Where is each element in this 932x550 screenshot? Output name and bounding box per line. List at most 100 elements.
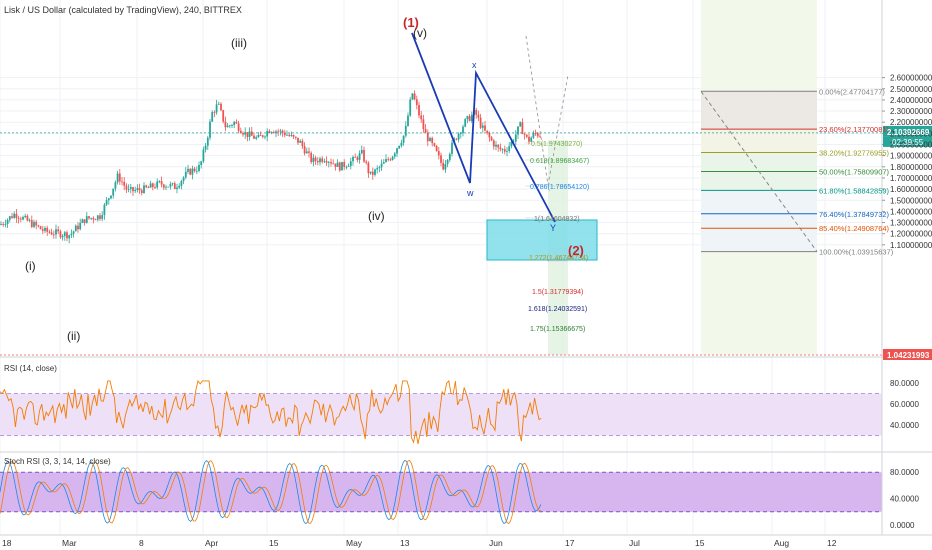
time-tick-label: 17	[565, 538, 575, 548]
candle-body	[176, 187, 178, 189]
candle-body	[48, 231, 51, 233]
rsi-label: RSI (14, close)	[4, 364, 57, 373]
candle-body	[367, 162, 370, 174]
rsi-line	[0, 379, 542, 444]
candle-body	[0, 224, 2, 225]
candle-body	[332, 163, 335, 165]
wave-label-w: w	[466, 188, 474, 198]
candle-body	[156, 181, 159, 188]
candle-body	[277, 131, 280, 133]
wave-label-x: x	[472, 60, 477, 70]
candle-body	[85, 216, 88, 223]
candle-body	[413, 93, 416, 100]
candle-body	[264, 136, 266, 138]
fib-level-label: 50.00%(1.75809907)	[819, 167, 890, 176]
fib-extension-label: 0.786(1.78654120)	[530, 184, 589, 191]
time-tick-label: Jul	[629, 538, 640, 548]
candle-body	[290, 134, 293, 136]
time-tick-label: 8	[139, 538, 144, 548]
candle-body	[165, 186, 167, 188]
candle-body	[217, 103, 220, 105]
candle-body	[33, 221, 35, 227]
candle-body	[22, 217, 24, 220]
candle-body	[308, 151, 310, 153]
candle-body	[30, 220, 33, 227]
price-tick-label: 1.70000000	[890, 174, 932, 183]
low-price-value: 1.04231993	[887, 351, 930, 360]
candle-body	[248, 131, 251, 137]
candle-body	[103, 204, 106, 216]
candle-body	[301, 140, 304, 147]
candle-body	[116, 173, 119, 183]
candle-body	[365, 161, 368, 163]
candle-body	[281, 130, 284, 133]
stoch-tick-label: 80.0000	[890, 468, 919, 477]
candle-body	[204, 145, 207, 150]
candle-body	[35, 221, 38, 226]
candle-body	[422, 119, 425, 130]
candle-body	[83, 219, 86, 223]
candle-body	[490, 137, 493, 141]
candle-body	[446, 159, 449, 165]
candle-body	[94, 219, 97, 221]
price-tick-label: 1.60000000	[890, 185, 932, 194]
candle-body	[466, 116, 469, 120]
candle-body	[189, 168, 192, 175]
candle-body	[486, 130, 489, 134]
candle-body	[411, 93, 414, 100]
candle-body	[239, 130, 242, 133]
candle-body	[455, 138, 458, 140]
candle-body	[52, 234, 55, 236]
candle-body	[297, 137, 299, 143]
candle-body	[105, 200, 108, 205]
candle-body	[41, 229, 44, 231]
price-tick-label: 2.40000000	[890, 96, 932, 105]
candle-body	[347, 165, 350, 167]
candle-body	[501, 149, 504, 150]
candle-body	[358, 153, 361, 160]
candle-body	[24, 215, 27, 218]
price-tick-label: 2.10000000	[890, 129, 932, 138]
candle-body	[279, 130, 282, 132]
candle-body	[184, 171, 187, 178]
candle-body	[90, 217, 93, 219]
stoch-label: Stoch RSI (3, 3, 14, 14, close)	[4, 457, 111, 466]
candle-body	[369, 171, 372, 174]
candle-body	[316, 160, 319, 163]
candle-body	[400, 142, 403, 146]
fib-band	[701, 91, 817, 130]
candle-body	[121, 181, 123, 183]
fib-band	[701, 129, 817, 153]
candle-body	[173, 183, 176, 189]
candle-body	[74, 225, 77, 232]
candle-body	[387, 159, 390, 160]
fib-band	[701, 190, 817, 252]
wave-label-iv: (iv)	[368, 209, 385, 223]
fib-extension-label: 0.5(1.97430270)	[531, 141, 582, 148]
price-tick-label: 2.50000000	[890, 85, 932, 94]
wave-label-iii: (iii)	[231, 36, 247, 50]
candle-body	[250, 131, 253, 136]
candle-body	[158, 181, 161, 182]
candle-body	[391, 156, 394, 160]
price-tick-label: 1.90000000	[890, 152, 932, 161]
candle-body	[492, 140, 495, 147]
candle-body	[145, 185, 148, 188]
candle-body	[13, 213, 16, 218]
candle-body	[211, 112, 214, 122]
time-tick-label: 13	[400, 538, 410, 548]
projection-path	[525, 35, 569, 186]
candle-body	[292, 134, 295, 137]
candle-body	[46, 227, 49, 232]
candle-body	[407, 115, 409, 126]
candle-body	[79, 222, 82, 230]
time-tick-label: May	[346, 538, 363, 548]
candle-body	[132, 187, 134, 192]
candle-body	[312, 157, 315, 163]
candle-body	[107, 198, 110, 201]
rsi-tick-label: 40.0000	[890, 421, 919, 430]
candle-body	[336, 162, 339, 167]
candle-body	[325, 161, 328, 163]
